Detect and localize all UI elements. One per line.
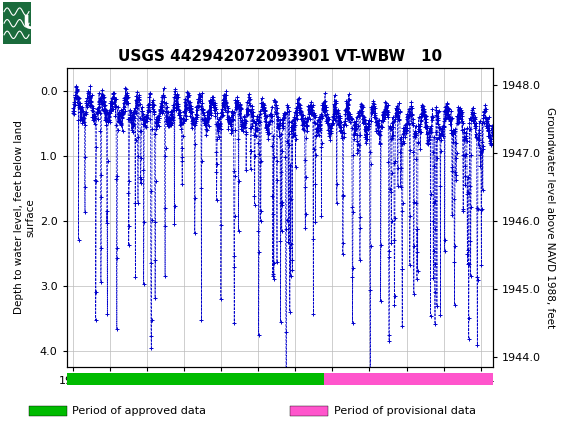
Title: USGS 442942072093901 VT-WBW   10: USGS 442942072093901 VT-WBW 10 bbox=[118, 49, 442, 64]
Bar bbox=[290, 406, 328, 416]
Text: Period of approved data: Period of approved data bbox=[72, 406, 206, 416]
Bar bbox=[29, 406, 67, 416]
Y-axis label: Groundwater level above NAVD 1988, feet: Groundwater level above NAVD 1988, feet bbox=[545, 107, 555, 328]
Bar bbox=[324, 373, 493, 385]
Text: Period of provisional data: Period of provisional data bbox=[334, 406, 476, 416]
FancyBboxPatch shape bbox=[3, 2, 31, 44]
FancyBboxPatch shape bbox=[3, 2, 93, 44]
Y-axis label: Depth to water level, feet below land
surface: Depth to water level, feet below land su… bbox=[14, 120, 36, 314]
Text: USGS: USGS bbox=[22, 14, 82, 33]
Bar bbox=[67, 373, 324, 385]
